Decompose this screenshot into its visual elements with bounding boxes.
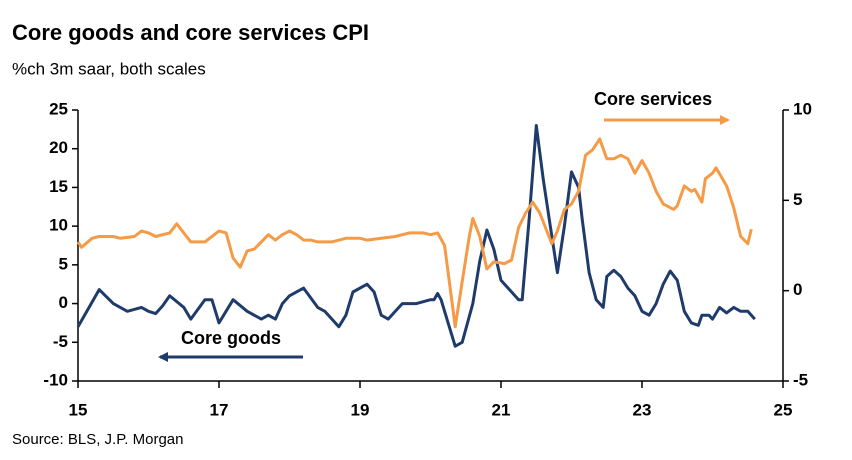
y-tick-label: 15 — [49, 177, 68, 196]
x-tick-label: 15 — [69, 400, 88, 419]
y-tick-label: 0 — [59, 293, 68, 312]
legend-label: Core services — [594, 89, 712, 109]
legend-label: Core goods — [181, 328, 281, 348]
chart-subtitle: %ch 3m saar, both scales — [12, 59, 206, 78]
source: Source: BLS, J.P. Morgan — [12, 431, 183, 448]
y-tick-label: 25 — [49, 99, 68, 118]
y2-tick-label: 5 — [793, 190, 802, 209]
y-tick-label: 20 — [49, 138, 68, 157]
x-tick-label: 21 — [492, 400, 511, 419]
y-tick-label: 5 — [59, 254, 68, 273]
y-tick-label: -10 — [43, 370, 68, 389]
y2-tick-label: -5 — [793, 370, 808, 389]
line-series — [76, 137, 753, 329]
x-tick-label: 19 — [351, 400, 370, 419]
y-tick-label: -5 — [53, 332, 68, 351]
x-tick-label: 17 — [210, 400, 229, 419]
y2-tick-label: 0 — [793, 280, 802, 299]
y-tick-label: 10 — [49, 216, 68, 235]
x-tick-label: 25 — [774, 400, 793, 419]
chart-title: Core goods and core services CPI — [12, 20, 369, 45]
y2-tick-label: 10 — [793, 99, 812, 118]
line-series — [76, 124, 756, 348]
x-tick-label: 23 — [633, 400, 652, 419]
